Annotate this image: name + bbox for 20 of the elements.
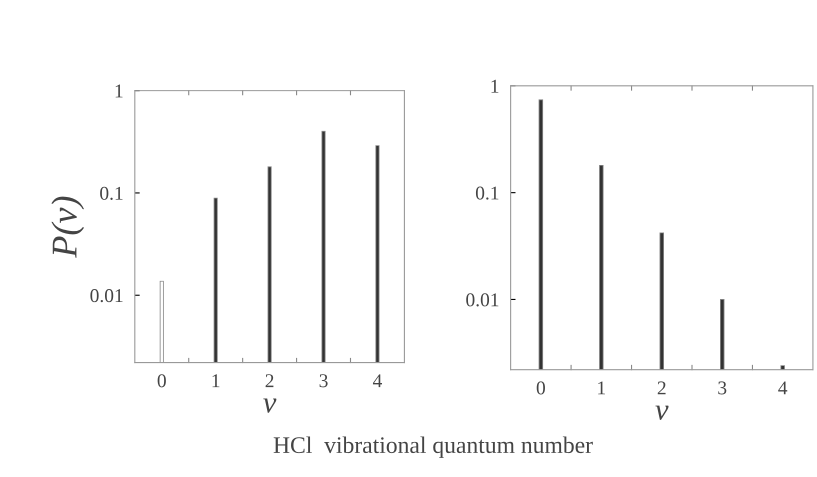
y-tick-label: 0.01 (466, 293, 498, 306)
x-tick-label: 4 (372, 374, 382, 388)
x-axis-title: v (263, 398, 276, 413)
y-axis-title: P(v) (51, 196, 84, 258)
x-tick-label: 0 (536, 381, 545, 394)
x-tick-label: 0 (158, 374, 166, 388)
y-tick-label: 0.1 (100, 186, 123, 200)
x-tick-label: 2 (658, 381, 666, 394)
x-tick-label: 4 (778, 381, 788, 394)
y-tick-label: 1 (116, 84, 123, 98)
x-tick-label: 1 (598, 381, 606, 394)
text: HCl vibrational quantum number (274, 436, 593, 458)
x-tick-label: 3 (320, 374, 328, 388)
x-tick-label: 2 (266, 374, 274, 388)
y-tick-label: 0.1 (476, 186, 498, 200)
y-tick-label: 0.01 (90, 289, 123, 302)
x-tick-label: 1 (212, 374, 220, 388)
x-axis-title: v (655, 406, 669, 420)
y-tick-label: 1 (492, 80, 498, 93)
x-tick-label: 3 (718, 381, 726, 394)
